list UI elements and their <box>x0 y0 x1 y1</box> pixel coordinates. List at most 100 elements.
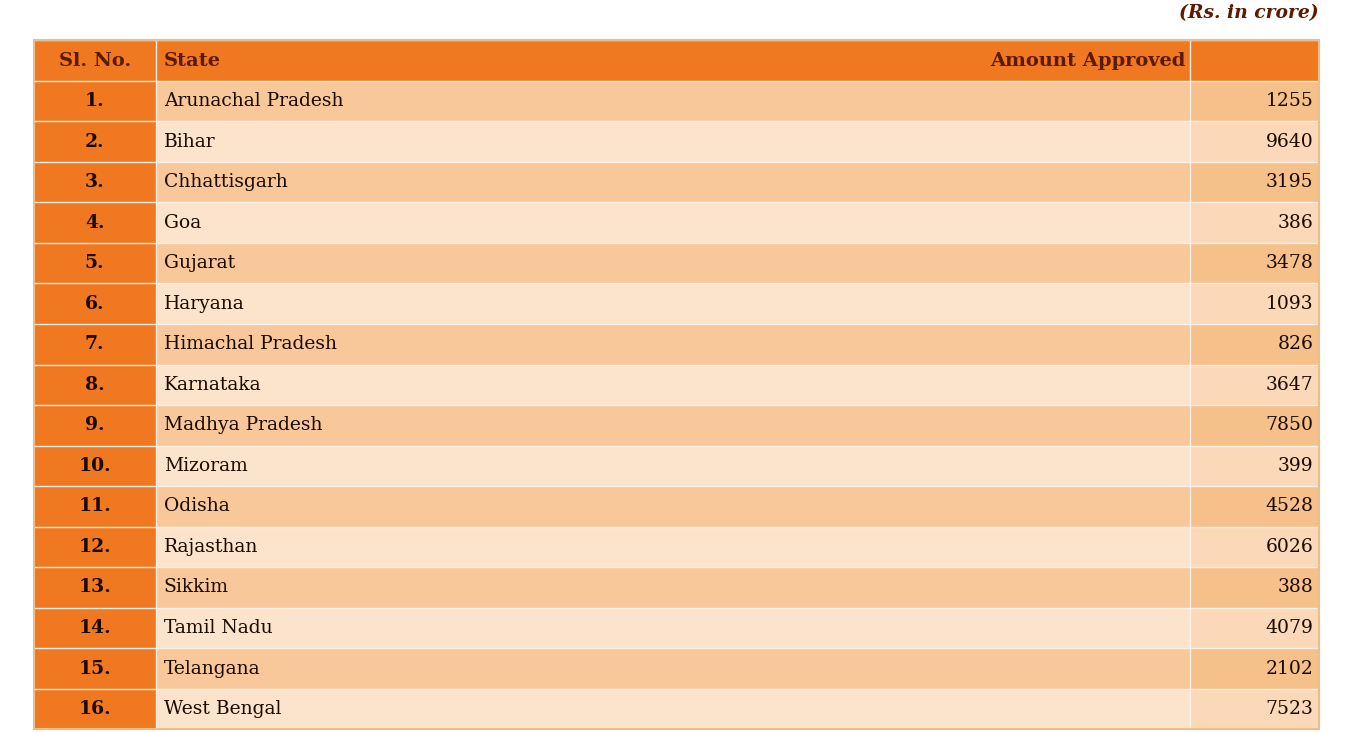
Bar <box>34 527 156 567</box>
Text: 5.: 5. <box>85 254 105 272</box>
Bar <box>1190 364 1319 405</box>
Text: 16.: 16. <box>78 700 110 718</box>
Text: 8.: 8. <box>85 376 105 394</box>
Text: 386: 386 <box>1277 214 1314 232</box>
Text: 12.: 12. <box>78 538 110 556</box>
Bar <box>856 122 1190 162</box>
Text: 1.: 1. <box>85 92 105 110</box>
Text: 7523: 7523 <box>1265 700 1314 718</box>
Text: Chhattisgarh: Chhattisgarh <box>164 173 288 191</box>
Bar <box>34 122 156 162</box>
Text: 6.: 6. <box>85 295 105 313</box>
Bar <box>1190 527 1319 567</box>
Text: 3478: 3478 <box>1265 254 1314 272</box>
Bar <box>156 162 856 202</box>
Bar <box>156 243 856 284</box>
Bar <box>156 527 856 567</box>
Text: 826: 826 <box>1277 335 1314 353</box>
Bar <box>156 446 856 486</box>
Text: 4528: 4528 <box>1265 498 1314 515</box>
Text: 7.: 7. <box>85 335 105 353</box>
Bar <box>856 608 1190 648</box>
Text: Rajasthan: Rajasthan <box>164 538 258 556</box>
Bar <box>34 648 156 689</box>
Bar <box>34 608 156 648</box>
Bar <box>856 202 1190 243</box>
Bar <box>34 486 156 527</box>
Text: 13.: 13. <box>78 578 112 597</box>
Bar <box>34 405 156 446</box>
Bar <box>34 567 156 608</box>
Text: Sl. No.: Sl. No. <box>59 51 131 70</box>
Text: Karnataka: Karnataka <box>164 376 261 394</box>
Bar <box>34 364 156 405</box>
Bar <box>156 364 856 405</box>
Text: Tamil Nadu: Tamil Nadu <box>164 619 272 637</box>
Bar <box>1190 486 1319 527</box>
Text: 4.: 4. <box>85 214 105 232</box>
Text: Telangana: Telangana <box>164 660 261 677</box>
Bar <box>1190 648 1319 689</box>
Text: 399: 399 <box>1279 457 1314 475</box>
Bar <box>1190 689 1319 729</box>
Text: 11.: 11. <box>78 498 112 515</box>
Text: 2.: 2. <box>85 133 105 151</box>
Bar <box>1190 162 1319 202</box>
Bar <box>156 122 856 162</box>
Bar <box>156 486 856 527</box>
Bar <box>1190 324 1319 364</box>
Bar <box>1190 284 1319 324</box>
Text: Arunachal Pradesh: Arunachal Pradesh <box>164 92 343 110</box>
Bar <box>856 162 1190 202</box>
Text: 1093: 1093 <box>1267 295 1314 313</box>
Bar <box>1190 405 1319 446</box>
Bar <box>34 689 156 729</box>
Text: Mizoram: Mizoram <box>164 457 248 475</box>
Bar <box>1190 202 1319 243</box>
Text: West Bengal: West Bengal <box>164 700 281 718</box>
Text: 388: 388 <box>1277 578 1314 597</box>
Bar <box>156 202 856 243</box>
Bar <box>156 608 856 648</box>
Bar <box>156 567 856 608</box>
Text: 1255: 1255 <box>1265 92 1314 110</box>
Bar <box>34 40 1319 81</box>
Bar <box>1190 567 1319 608</box>
Bar <box>34 284 156 324</box>
Bar <box>156 689 856 729</box>
Bar <box>156 405 856 446</box>
Text: 10.: 10. <box>78 457 110 475</box>
Text: 7850: 7850 <box>1265 416 1314 435</box>
Text: Himachal Pradesh: Himachal Pradesh <box>164 335 336 353</box>
Text: Bihar: Bihar <box>164 133 215 151</box>
Bar <box>856 648 1190 689</box>
Text: Haryana: Haryana <box>164 295 245 313</box>
Text: 6026: 6026 <box>1267 538 1314 556</box>
Text: Sikkim: Sikkim <box>164 578 229 597</box>
Bar <box>34 81 156 122</box>
Bar <box>1190 81 1319 122</box>
Text: Madhya Pradesh: Madhya Pradesh <box>164 416 322 435</box>
Text: Gujarat: Gujarat <box>164 254 236 272</box>
Bar <box>34 202 156 243</box>
Text: (Rs. in crore): (Rs. in crore) <box>1179 4 1319 22</box>
Text: Goa: Goa <box>164 214 201 232</box>
Bar <box>856 527 1190 567</box>
Text: 15.: 15. <box>78 660 110 677</box>
Bar <box>856 81 1190 122</box>
Text: Amount Approved: Amount Approved <box>991 51 1186 70</box>
Text: State: State <box>164 51 221 70</box>
Text: 9.: 9. <box>85 416 105 435</box>
Bar <box>1190 122 1319 162</box>
Text: 3195: 3195 <box>1267 173 1314 191</box>
Bar <box>856 324 1190 364</box>
Bar <box>156 284 856 324</box>
Text: 2102: 2102 <box>1265 660 1314 677</box>
Bar <box>1190 243 1319 284</box>
Bar <box>1190 608 1319 648</box>
Bar <box>856 284 1190 324</box>
Bar <box>34 243 156 284</box>
Text: Odisha: Odisha <box>164 498 230 515</box>
Bar <box>1190 446 1319 486</box>
Bar <box>856 689 1190 729</box>
